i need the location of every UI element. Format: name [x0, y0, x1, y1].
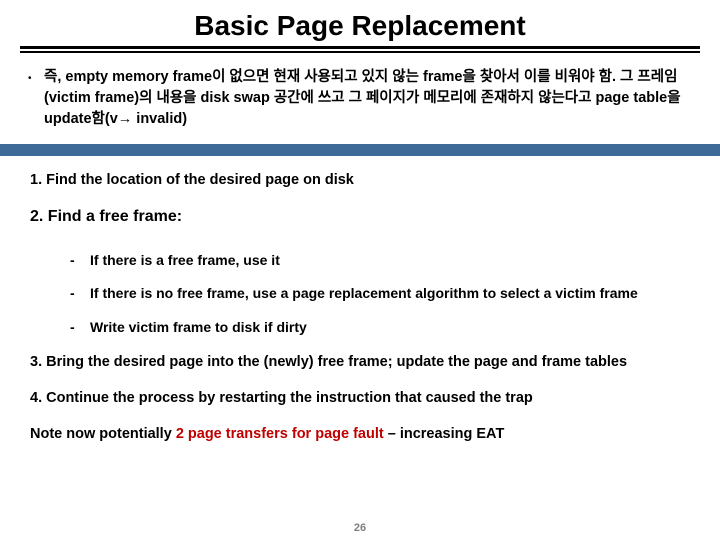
step-2b-text: If there is no free frame, use a page re…	[90, 284, 638, 304]
dash-icon: -	[70, 284, 84, 304]
step-2-sublist: - If there is a free frame, use it - If …	[30, 245, 690, 338]
slide: Basic Page Replacement • 즉, empty memory…	[0, 0, 720, 540]
step-2c-text: Write victim frame to disk if dirty	[90, 318, 307, 338]
note-pre: Note now potentially	[30, 426, 176, 442]
step-3: 3. Bring the desired page into the (newl…	[30, 352, 690, 372]
steps-list: 1. Find the location of the desired page…	[0, 156, 720, 408]
step-1: 1. Find the location of the desired page…	[30, 170, 690, 190]
step-2b: - If there is no free frame, use a page …	[70, 284, 690, 304]
accent-bar	[0, 144, 720, 156]
dash-icon: -	[70, 251, 84, 271]
lead-bullet-row: • 즉, empty memory frame이 없으면 현재 사용되고 있지 …	[0, 53, 720, 130]
title-rule-thick	[20, 46, 700, 49]
note-highlight: 2 page transfers for page fault	[176, 426, 388, 442]
dash-icon: -	[70, 318, 84, 338]
slide-title: Basic Page Replacement	[0, 10, 720, 42]
note-post: – increasing EAT	[388, 426, 505, 442]
step-2a-text: If there is a free frame, use it	[90, 251, 280, 271]
lead-text: 즉, empty memory frame이 없으면 현재 사용되고 있지 않는…	[44, 67, 692, 130]
note-line: Note now potentially 2 page transfers fo…	[0, 424, 720, 444]
bullet-icon: •	[28, 74, 34, 84]
step-4: 4. Continue the process by restarting th…	[30, 388, 690, 408]
step-2: 2. Find a free frame:	[30, 206, 690, 228]
step-2c: - Write victim frame to disk if dirty	[70, 318, 690, 338]
page-number: 26	[0, 522, 720, 534]
title-block: Basic Page Replacement	[0, 0, 720, 53]
step-2a: - If there is a free frame, use it	[70, 251, 690, 271]
